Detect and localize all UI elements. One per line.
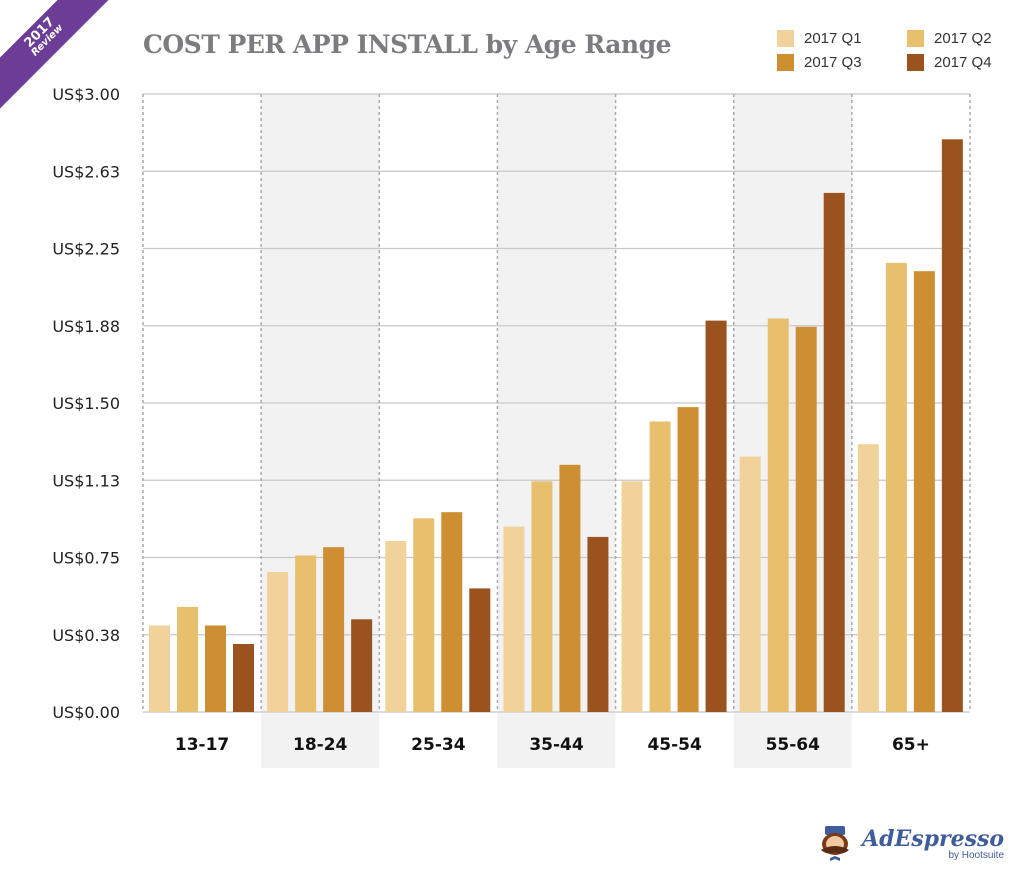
bar-35-44-q1 — [503, 526, 525, 712]
bar-45-54-q4 — [705, 320, 727, 712]
x-tick-label: 13-17 — [175, 735, 229, 755]
bar-25-34-q3 — [441, 512, 463, 712]
bar-13-17-q2 — [177, 606, 198, 712]
x-tick-label: 18-24 — [293, 735, 348, 755]
bar-18-24-q2 — [295, 555, 317, 712]
mascot-icon — [821, 826, 849, 861]
legend-item-q2: 2017 Q2 — [907, 30, 992, 47]
y-tick-label: US$2.25 — [52, 240, 120, 259]
legend-swatch — [777, 54, 794, 71]
bar-55-64-q1 — [739, 456, 761, 712]
y-tick-label: US$1.13 — [52, 471, 120, 490]
legend-item-q1: 2017 Q1 — [777, 30, 862, 47]
legend-item-q3: 2017 Q3 — [777, 54, 862, 71]
bar-18-24-q3 — [323, 547, 345, 712]
bar-25-34-q1 — [385, 541, 407, 712]
bar-13-17-q1 — [149, 625, 170, 712]
y-tick-label: US$0.38 — [52, 626, 120, 645]
bar-65+-q1 — [857, 444, 879, 712]
bar-55-64-q2 — [767, 318, 789, 712]
chart-title: COST PER APP INSTALL by Age Range — [143, 30, 671, 59]
bar-55-64-q4 — [823, 192, 845, 712]
y-tick-label: US$0.75 — [52, 549, 120, 568]
legend-label: 2017 Q1 — [804, 30, 862, 47]
adespresso-logo: AdEspresso by Hootsuite — [818, 826, 1004, 862]
x-tick-label: 35-44 — [529, 735, 584, 755]
bar-65+-q2 — [885, 262, 907, 712]
bar-65+-q3 — [913, 271, 935, 712]
bar-65+-q4 — [941, 139, 963, 712]
bar-45-54-q2 — [649, 421, 671, 712]
y-tick-label: US$2.63 — [52, 162, 120, 181]
bar-13-17-q4 — [233, 644, 254, 712]
bar-13-17-q3 — [205, 625, 226, 712]
y-tick-label: US$3.00 — [52, 85, 120, 104]
bar-35-44-q2 — [531, 481, 553, 712]
y-tick-label: US$1.50 — [52, 394, 120, 413]
legend-swatch — [907, 30, 924, 47]
logo-byline: by Hootsuite — [948, 849, 1005, 861]
legend-swatch — [907, 54, 924, 71]
x-tick-label: 65+ — [892, 735, 930, 755]
y-tick-label: US$1.88 — [52, 317, 120, 336]
logo-brand: AdEspresso — [862, 825, 1005, 852]
bar-25-34-q2 — [413, 518, 435, 712]
bar-45-54-q1 — [621, 481, 643, 712]
legend-label: 2017 Q3 — [804, 54, 862, 71]
legend-swatch — [777, 30, 794, 47]
bar-45-54-q3 — [677, 407, 699, 712]
x-tick-label: 25-34 — [411, 735, 466, 755]
x-tick-label: 45-54 — [647, 735, 702, 755]
legend-item-q4: 2017 Q4 — [907, 54, 992, 71]
x-tick-label: 55-64 — [766, 735, 821, 755]
y-tick-label: US$0.00 — [52, 703, 120, 722]
bar-55-64-q3 — [795, 326, 817, 712]
bar-35-44-q3 — [559, 464, 581, 712]
bar-35-44-q4 — [587, 536, 609, 712]
legend-label: 2017 Q2 — [934, 30, 992, 47]
bar-25-34-q4 — [469, 588, 491, 712]
bar-18-24-q4 — [351, 619, 373, 712]
legend-label: 2017 Q4 — [934, 54, 992, 71]
bar-18-24-q1 — [267, 571, 289, 712]
